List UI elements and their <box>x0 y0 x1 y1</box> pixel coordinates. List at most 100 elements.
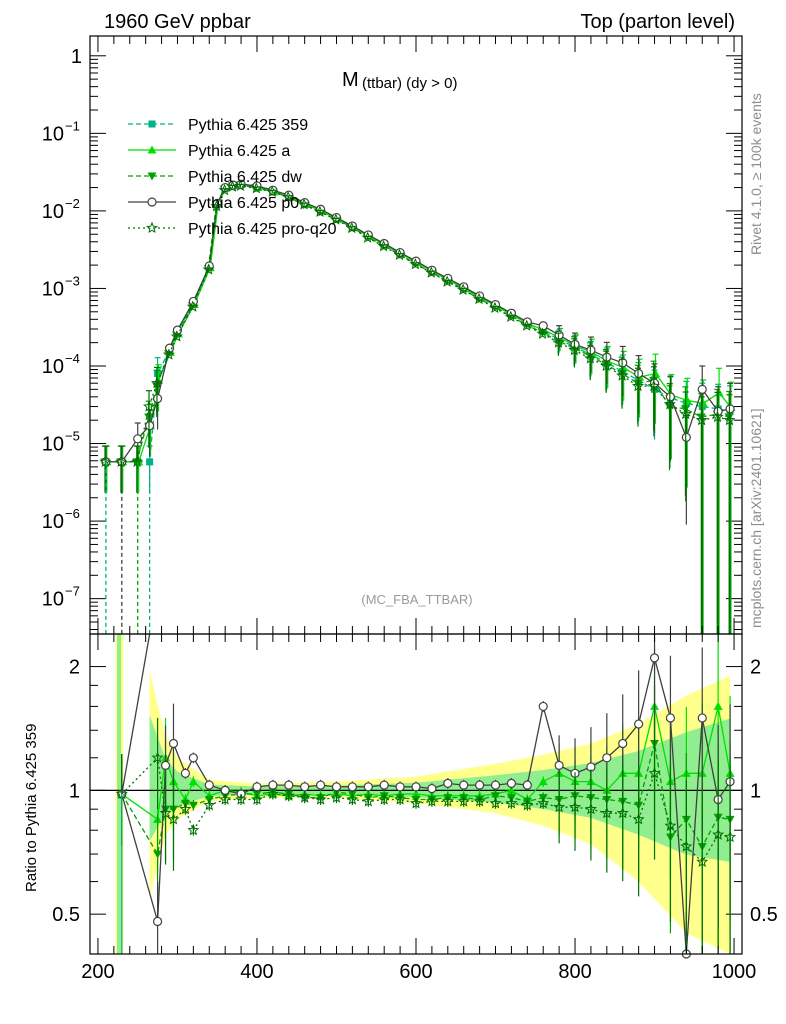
main-y-tick-label: 10 <box>42 356 64 378</box>
plot-title-main: M <box>342 69 359 91</box>
ratio-point <box>680 840 693 852</box>
analysis-label: (MC_FBA_TTBAR) <box>361 592 472 607</box>
ratio-point <box>649 653 660 663</box>
data-point <box>634 368 644 379</box>
legend-swatch-marker <box>147 172 157 181</box>
ratio-point <box>284 780 294 790</box>
x-tick-label: 1000 <box>712 961 757 983</box>
data-point <box>711 410 724 423</box>
ratio-point <box>554 760 564 770</box>
ratio-y-tick-label: 1 <box>69 780 80 802</box>
ratio-point <box>569 800 582 813</box>
main-y-ticks: 110−110−210−310−410−510−610−7 <box>42 46 742 631</box>
ratio-point <box>505 796 518 809</box>
ratio-point <box>696 855 709 867</box>
ratio-point <box>665 713 676 723</box>
ratio-point <box>411 789 421 798</box>
data-point <box>616 369 629 381</box>
main-y-tick-exponent: −5 <box>65 429 80 444</box>
ratio-point <box>697 713 707 723</box>
ratio-point <box>506 778 517 788</box>
data-point <box>472 292 485 305</box>
ratio-point <box>634 719 644 729</box>
series-pythia-6.425-pro-q20 <box>99 179 736 634</box>
ratio-series-line <box>121 756 731 863</box>
ratio-point <box>475 780 485 790</box>
data-point <box>631 379 645 392</box>
ratio-point <box>314 793 327 805</box>
ratio-point <box>160 760 171 770</box>
data-point <box>409 258 422 270</box>
data-point <box>679 407 692 420</box>
data-point <box>282 190 295 203</box>
ratio-y-tick-label-right: 1 <box>750 780 761 802</box>
main-y-tick-exponent: −6 <box>65 506 80 521</box>
data-point <box>234 179 247 192</box>
ratio-point <box>379 780 389 790</box>
legend-entry: Pythia 6.425 pro-q20 <box>128 221 337 238</box>
ratio-point <box>457 795 470 807</box>
data-point <box>313 205 326 218</box>
ratio-point <box>522 780 532 790</box>
data-point <box>538 321 548 331</box>
data-point <box>152 393 163 404</box>
ratio-point <box>346 793 359 805</box>
data-point <box>133 434 143 444</box>
main-y-tick-label: 10 <box>42 123 64 145</box>
ratio-point <box>179 802 192 815</box>
legend: Pythia 6.425 359 Pythia 6.425 a Pythia 6.4… <box>128 117 337 238</box>
ratio-point <box>411 782 421 792</box>
ratio-point <box>168 738 179 749</box>
ratio-series-group <box>115 633 737 959</box>
main-y-tick-exponent: −3 <box>65 273 80 288</box>
ratio-point <box>188 801 198 810</box>
ratio-point <box>506 785 516 794</box>
ratio-p0-lowmass-line <box>121 633 151 795</box>
ratio-point <box>713 701 723 710</box>
x-tick-label: 200 <box>81 961 114 983</box>
ratio-plot-frame <box>89 633 743 955</box>
ratio-point <box>315 780 326 790</box>
ratio-point <box>180 768 191 778</box>
ratio-point <box>282 789 295 801</box>
ratio-point <box>473 795 486 807</box>
main-y-tick-label: 10 <box>42 434 64 456</box>
ratio-point <box>167 813 180 825</box>
ratio-y-tick-label-right: 2 <box>750 657 761 679</box>
main-series-group <box>99 179 736 634</box>
legend-label: Pythia 6.425 dw <box>188 169 302 186</box>
data-point <box>210 199 223 212</box>
ratio-point <box>219 793 232 805</box>
ratio-series-pythia-6.425-pro-q20 <box>115 715 737 954</box>
ratio-y-tick-label-right: 0.5 <box>750 904 778 926</box>
header-left: 1960 GeV ppbar <box>104 11 251 33</box>
data-point <box>600 359 613 372</box>
ratio-point <box>187 823 200 836</box>
data-point <box>618 358 628 368</box>
data-point <box>154 370 162 378</box>
x-tick-label: 800 <box>558 961 591 983</box>
legend-label: Pythia 6.425 pro-q20 <box>188 221 337 238</box>
ratio-point <box>441 795 454 807</box>
ratio-point <box>600 806 613 819</box>
data-point <box>488 301 501 314</box>
legend-entry: Pythia 6.425 a <box>128 143 290 160</box>
legend-label: Pythia 6.425 359 <box>188 117 308 134</box>
ratio-point <box>584 802 597 815</box>
legend-entry: Pythia 6.425 359 <box>128 117 308 134</box>
ratio-y-ticks: 2 2 1 1 0.5 0.5 <box>52 657 778 927</box>
plot-title-sub: (ttbar) (dy > 0) <box>362 75 457 92</box>
ratio-point <box>188 753 198 763</box>
ratio-point <box>490 780 501 790</box>
mcplots-label: mcplots.cern.ch [arXiv:2401.10621] <box>748 409 764 628</box>
ratio-point <box>537 796 550 809</box>
ratio-point <box>521 798 534 811</box>
main-y-tick-exponent: −4 <box>65 351 80 366</box>
ratio-point <box>300 782 310 792</box>
ratio-y-tick-label: 2 <box>69 657 80 679</box>
main-y-tick-label: 10 <box>42 511 64 533</box>
data-point <box>725 404 735 414</box>
data-point <box>361 231 374 243</box>
data-point <box>723 413 736 426</box>
ratio-band-inner <box>149 715 731 862</box>
